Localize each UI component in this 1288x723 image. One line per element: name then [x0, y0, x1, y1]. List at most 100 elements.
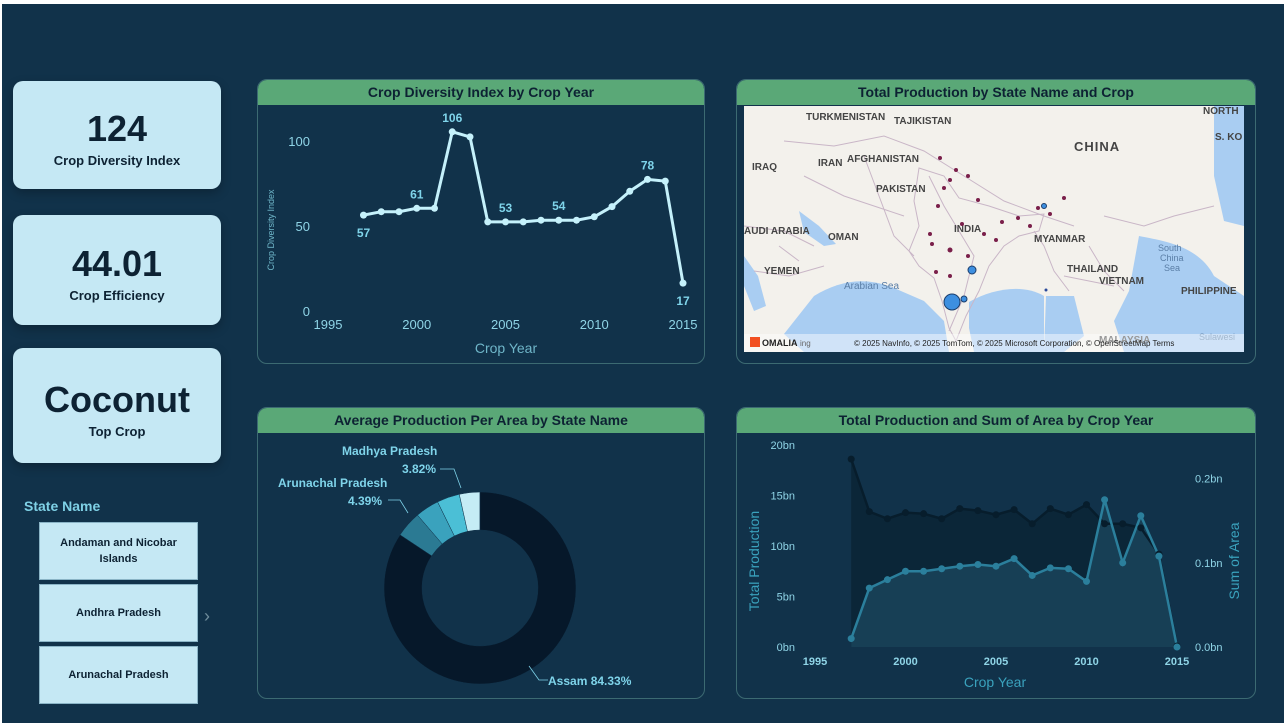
map-point[interactable] — [967, 265, 977, 275]
y2-tick-label: 0.1bn — [1195, 558, 1223, 570]
data-point — [537, 216, 545, 224]
data-point — [626, 187, 634, 195]
map-point[interactable] — [1048, 212, 1052, 216]
map-label: OMAN — [828, 232, 859, 243]
data-point-area — [1119, 559, 1127, 567]
x-tick-label: 2015 — [1165, 656, 1189, 668]
data-point-production — [1083, 501, 1090, 509]
x-axis-title: Crop Year — [475, 340, 538, 356]
diversity-line-chart: 0 50 100 1995 2000 2005 2010 2015 Crop Year Crop … — [266, 111, 697, 356]
map-label: South — [1158, 243, 1182, 253]
map-point[interactable] — [948, 178, 952, 182]
map-label: Sea — [1164, 263, 1180, 273]
map-point[interactable] — [942, 186, 946, 190]
map-point[interactable] — [1016, 216, 1020, 220]
map-point[interactable] — [1028, 224, 1032, 228]
data-point — [661, 177, 669, 185]
map-label: TAJIKISTAN — [894, 116, 951, 127]
data-point-area — [1028, 571, 1036, 579]
map-view[interactable]: TURKMENISTAN TAJIKISTAN IRAQ IRAN AFGHAN… — [744, 106, 1244, 352]
map-label: VIETNAM — [1099, 276, 1144, 287]
map-label: NORTH — [1203, 106, 1239, 117]
x-tick-label: 2005 — [491, 317, 520, 332]
slicer-item-arunachal[interactable]: Arunachal Pradesh — [39, 646, 198, 704]
map-points[interactable] — [928, 156, 1066, 311]
map-point[interactable] — [936, 204, 940, 208]
slicer-item-andhra[interactable]: Andhra Pradesh — [39, 584, 198, 642]
country-borders — [744, 135, 1215, 332]
kpi-card-top-crop: Coconut Top Crop — [13, 348, 221, 463]
kpi-label: Crop Efficiency — [69, 288, 165, 303]
data-point-area — [938, 565, 946, 573]
data-point — [484, 218, 492, 226]
map-point[interactable] — [954, 168, 958, 172]
map-point[interactable] — [928, 232, 932, 236]
slicer-item-label: Andhra Pradesh — [76, 607, 161, 619]
panel-diversity: Crop Diversity Index by Crop Year 0 50 100… — [257, 79, 705, 364]
donut-leader-line — [440, 468, 462, 489]
y2-tick-label: 0.0bn — [1195, 642, 1223, 654]
map-point[interactable] — [1000, 220, 1004, 224]
data-point-area — [1137, 512, 1145, 520]
map-label: S. KO — [1215, 132, 1242, 143]
map-point[interactable] — [938, 156, 942, 160]
data-label: 54 — [552, 199, 566, 213]
data-point-production — [1101, 520, 1109, 528]
data-point-area — [902, 567, 909, 575]
data-point-production — [1064, 511, 1072, 519]
data-point — [679, 279, 687, 287]
map-point[interactable] — [966, 174, 970, 178]
map-point[interactable] — [947, 247, 953, 253]
donut-leader-line — [388, 499, 409, 514]
x-tick-label: 2010 — [1074, 656, 1098, 668]
india-outline — [908, 167, 1045, 343]
map-point[interactable] — [1044, 288, 1048, 292]
data-point-production — [1137, 524, 1145, 532]
map-canvas[interactable]: TURKMENISTAN TAJIKISTAN IRAQ IRAN AFGHAN… — [744, 106, 1244, 352]
map-attribution[interactable]: © 2025 NavInfo, © 2025 TomTom, © 2025 Mi… — [854, 339, 1174, 348]
panel-title: Crop Diversity Index by Crop Year — [258, 80, 704, 105]
data-point-area — [1010, 555, 1018, 563]
persian-gulf-water — [799, 211, 836, 246]
data-point-production — [974, 507, 982, 515]
map-point[interactable] — [1041, 203, 1047, 209]
x-tick-label: 2000 — [402, 317, 431, 332]
slicer-item-andaman[interactable]: Andaman and Nicobar Islands — [39, 522, 198, 580]
map-point[interactable] — [930, 242, 934, 246]
map-point[interactable] — [1036, 206, 1040, 210]
chevron-right-icon[interactable]: › — [204, 606, 210, 626]
south-china-sea-water — [1114, 236, 1244, 352]
y-tick-label: 10bn — [771, 541, 795, 553]
map-point[interactable] — [976, 198, 980, 202]
x-tick-label: 2010 — [580, 317, 609, 332]
map-point[interactable] — [966, 254, 970, 258]
kpi-value: 124 — [86, 108, 148, 149]
map-point-large[interactable] — [943, 293, 961, 311]
panel-combo: Total Production and Sum of Area by Crop… — [736, 407, 1256, 699]
map-point[interactable] — [934, 270, 938, 274]
map-label: CHINA — [1074, 139, 1120, 154]
map-point[interactable] — [994, 238, 998, 242]
map-label: IRAQ — [752, 162, 777, 173]
red-sea-water — [744, 256, 766, 311]
data-point-area — [920, 567, 928, 575]
y-tick-label: 20bn — [771, 440, 795, 452]
panel-donut: Average Production Per Area by State Nam… — [257, 407, 705, 699]
map-label: AFGHANISTAN — [847, 154, 919, 165]
x-tick-label: 2000 — [893, 656, 917, 668]
map-label: PAKISTAN — [876, 184, 926, 195]
data-point — [555, 216, 563, 224]
kpi-label: Top Crop — [88, 424, 146, 439]
data-label: 53 — [499, 201, 513, 215]
donut-chart: Madhya Pradesh 3.82% Arunachal Pradesh 4.39… — [278, 444, 632, 688]
data-label: 106 — [442, 111, 462, 125]
map-point[interactable] — [960, 222, 964, 226]
map-label: MALAYSIA — [1099, 335, 1150, 346]
map-point[interactable] — [982, 232, 986, 236]
y-tick-label: 0bn — [777, 642, 795, 654]
donut-label-pct: 4.39% — [348, 494, 382, 508]
map-point[interactable] — [948, 274, 952, 278]
map-point[interactable] — [1062, 196, 1066, 200]
map-point[interactable] — [960, 295, 968, 303]
donut-slice — [383, 491, 577, 685]
